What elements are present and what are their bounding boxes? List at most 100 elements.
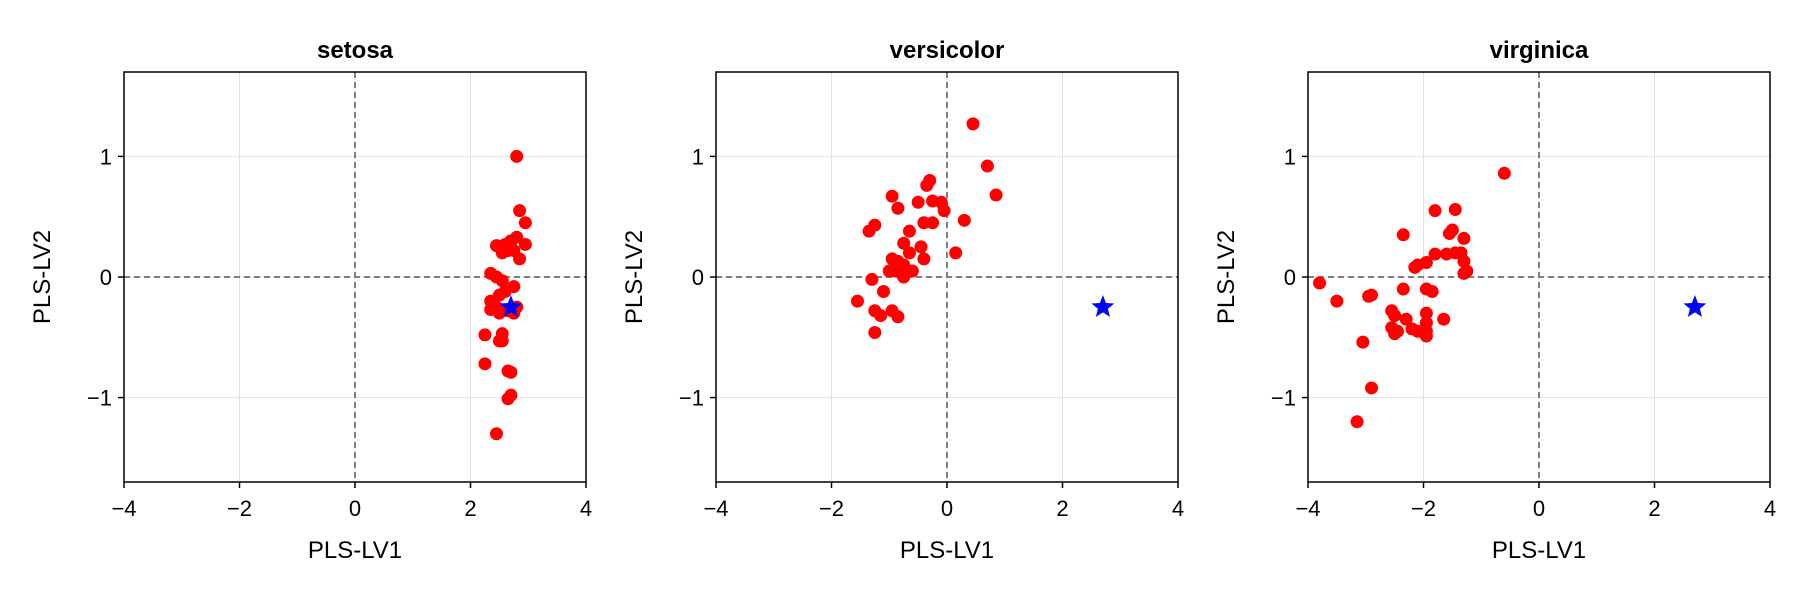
y-tick-label: −1 [87,386,112,411]
data-point [868,325,882,339]
x-tick-label: 0 [941,496,953,521]
data-point [1313,276,1327,290]
data-point [865,272,879,286]
data-point [1437,312,1451,326]
x-tick-label: −2 [227,496,252,521]
data-point [489,427,503,441]
y-tick-label: −1 [1271,386,1296,411]
data-point [949,246,963,260]
y-tick-label: −1 [679,386,704,411]
data-point [862,224,876,238]
y-tick-label: 1 [1284,144,1296,169]
data-point [902,246,916,260]
data-point [1365,381,1379,395]
x-tick-label: 4 [580,496,592,521]
y-tick-label: 1 [100,144,112,169]
y-tick-label: 0 [100,265,112,290]
data-point [1428,247,1442,261]
x-tick-label: 2 [1056,496,1068,521]
x-axis-label: PLS-LV1 [900,537,994,564]
data-point [495,334,509,348]
x-tick-label: −2 [1411,496,1436,521]
data-point [850,294,864,308]
x-tick-label: −4 [703,496,728,521]
data-point [917,252,931,266]
data-point [902,224,916,238]
data-points [478,149,532,441]
data-point [1396,282,1410,296]
data-point [1457,231,1471,245]
data-point [980,159,994,173]
x-tick-label: −2 [819,496,844,521]
panel-versicolor: −4 −2 0 2 4 −1 0 1 versicolor PLS-LV1 PLS-LV2 [621,37,1184,564]
data-point [911,195,925,209]
y-axis-label: PLS-LV2 [1213,230,1240,324]
data-point [507,280,521,294]
data-point [510,149,524,163]
data-point [1419,282,1433,296]
data-point [1388,309,1402,323]
data-point [1419,306,1433,320]
data-point [478,328,492,342]
reference-star [1683,295,1707,317]
data-point [926,216,940,230]
data-point [1330,294,1344,308]
data-point [876,284,890,298]
data-point [914,240,928,254]
data-point [518,237,532,251]
data-point [989,188,1003,202]
data-point [1419,329,1433,343]
x-tick-label: 4 [1172,496,1184,521]
data-points [850,117,1115,339]
data-point [1497,166,1511,180]
y-axis-label: PLS-LV2 [29,230,56,324]
data-point [513,204,527,218]
data-point [885,189,899,203]
data-point [897,236,911,250]
x-tick-label: 2 [1648,496,1660,521]
panel-setosa: −4 −2 0 2 4 −1 0 1 setosa PLS-LV1 PLS-LV2 [29,37,592,564]
data-point [1356,335,1370,349]
reference-star [1091,295,1115,317]
y-axis-label: PLS-LV2 [621,230,648,324]
data-point [504,365,518,379]
data-point [1442,227,1456,241]
data-point [501,392,515,406]
x-tick-label: −4 [1295,496,1320,521]
panel-virginica: −4 −2 0 2 4 −1 0 1 virginica PLS-LV1 PLS-LV2 [1213,37,1776,564]
data-point [518,216,532,230]
x-tick-label: 0 [349,496,361,521]
data-point [897,270,911,284]
data-point [1448,202,1462,216]
data-point [478,357,492,371]
data-point [891,201,905,215]
y-tick-label: 0 [692,265,704,290]
panel-title: setosa [317,37,394,64]
data-point [1399,312,1413,326]
data-point [1350,415,1364,429]
x-axis-label: PLS-LV1 [308,537,402,564]
data-point [1396,228,1410,242]
x-axis-label: PLS-LV1 [1492,537,1586,564]
data-point [1440,247,1454,261]
x-tick-label: 0 [1533,496,1545,521]
x-tick-label: 4 [1764,496,1776,521]
data-point [937,204,951,218]
x-tick-label: 2 [464,496,476,521]
data-point [513,252,527,266]
data-points [1313,166,1707,429]
data-point [1388,327,1402,341]
reference-star [499,295,523,317]
data-point [1428,204,1442,218]
y-tick-label: 1 [692,144,704,169]
panel-title: virginica [1490,37,1589,64]
data-point [957,213,971,227]
data-point [1457,266,1471,280]
data-point [920,178,934,192]
data-point [1362,289,1376,303]
y-tick-label: 0 [1284,265,1296,290]
panel-title: versicolor [890,37,1005,64]
data-point [891,310,905,324]
data-point [1408,260,1422,274]
